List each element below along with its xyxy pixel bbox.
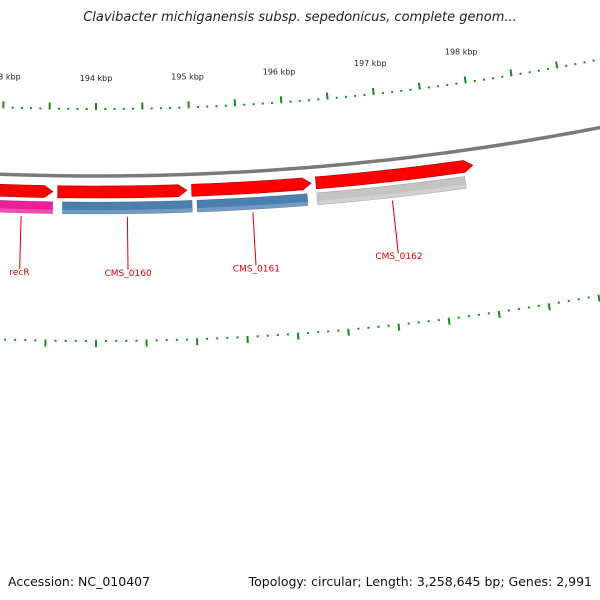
kbp-scale-label: 198 kbp [445, 48, 478, 57]
outer-major-tick [347, 328, 350, 336]
outer-major-tick [497, 310, 501, 319]
outer-major-tick [597, 294, 600, 302]
gene-label-leader [126, 216, 129, 270]
kbp-scale-label: 197 kbp [354, 59, 387, 68]
gene-band-highlight [317, 184, 467, 205]
cds-arrow [315, 160, 474, 190]
inner-major-tick [463, 76, 467, 84]
gene-band [0, 199, 54, 214]
accession-text: Accession: NC_010407 [8, 574, 151, 589]
gene-label: CMS_0162 [375, 252, 422, 262]
inner-major-tick [371, 87, 375, 96]
gene-label: recR [9, 268, 29, 278]
kbp-scale-label: 193 kbp [0, 72, 21, 81]
inner-major-tick [279, 96, 283, 104]
gene-band [61, 199, 193, 215]
inner-tick-marks [2, 59, 595, 110]
gene-band [196, 193, 309, 213]
map-title: Clavibacter michiganensis subsp. sepedon… [83, 10, 517, 25]
inner-major-tick [325, 92, 329, 100]
kbp-scale-label: 196 kbp [263, 67, 296, 76]
kbp-scale-label: 195 kbp [171, 72, 204, 81]
gene-label-leader [252, 212, 257, 266]
gene-label-leader [19, 215, 22, 269]
cds-arrow [191, 177, 312, 197]
gene-label: CMS_0160 [105, 269, 152, 279]
outer-major-tick [447, 317, 451, 325]
gene-band-highlight [62, 208, 193, 214]
genome-backbone [0, 125, 600, 178]
gene-band-highlight [197, 201, 309, 213]
outer-major-tick [547, 303, 551, 311]
gene-band [316, 176, 467, 206]
inner-major-tick [509, 69, 513, 77]
kbp-scale-label: 194 kbp [80, 74, 113, 83]
gene-label: CMS_0161 [233, 264, 280, 274]
outer-major-tick [397, 323, 401, 331]
outer-tick-marks [4, 294, 600, 347]
outer-major-tick [296, 332, 300, 340]
cds-track [0, 160, 474, 199]
gene-track [0, 176, 467, 215]
cds-arrow [57, 184, 188, 199]
inner-major-tick [417, 82, 421, 90]
gene-band-highlight [0, 208, 53, 214]
cds-arrow [0, 183, 54, 198]
genome-summary-text: Topology: circular; Length: 3,258,645 bp… [248, 574, 592, 589]
gene-label-leader [391, 200, 399, 254]
inner-major-tick [555, 61, 559, 69]
